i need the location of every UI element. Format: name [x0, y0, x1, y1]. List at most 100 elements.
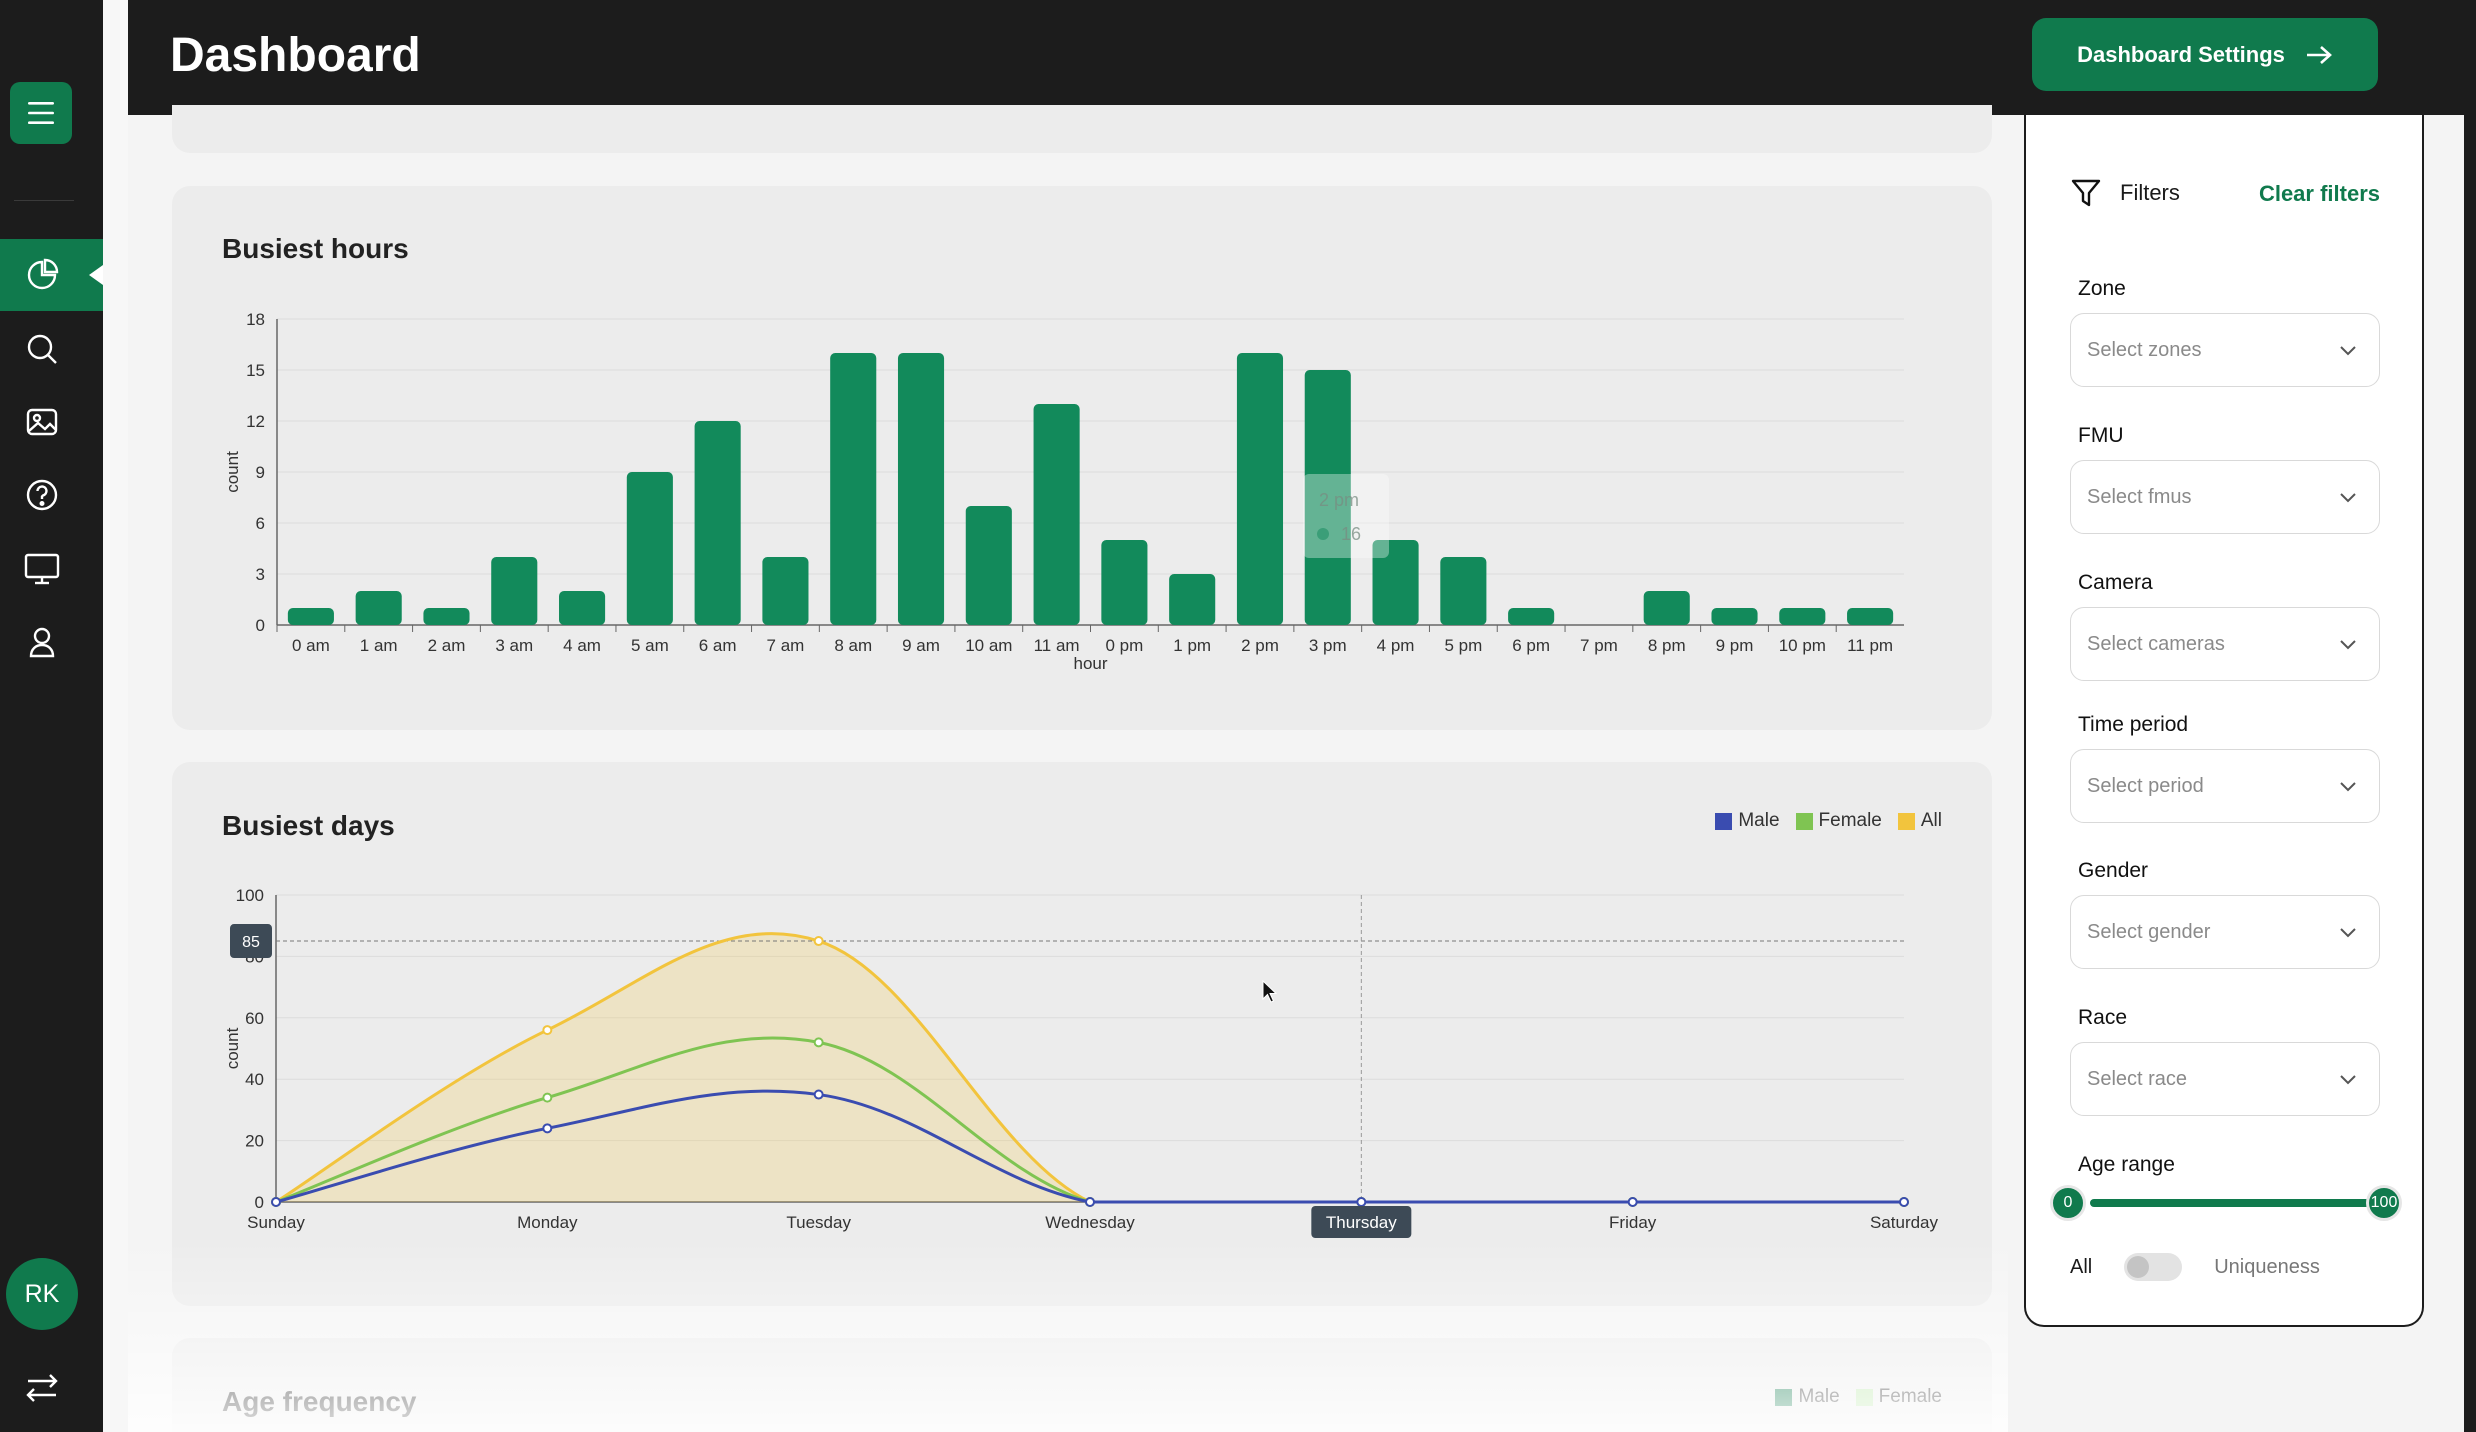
x-tick-label: 9 am [902, 636, 940, 655]
crosshair-x-badge [1311, 1206, 1412, 1238]
crosshair-y-label: 85 [242, 934, 260, 951]
race-label: Race [2078, 1006, 2128, 1029]
bar [1372, 540, 1419, 625]
time-period-placeholder: Select period [2087, 774, 2204, 797]
x-tick-label: 2 am [428, 636, 466, 655]
busiest-days-title: Busiest days [222, 810, 395, 841]
y-tick-label: 0 [255, 1193, 264, 1212]
tooltip-value: 16 [1341, 524, 1361, 544]
sidebar-divider [14, 200, 74, 201]
legend-female[interactable]: Female [1795, 810, 1882, 832]
zone-placeholder: Select zones [2087, 338, 2202, 361]
age-legend-swatch-female [1855, 1388, 1873, 1406]
age-range-max-handle[interactable]: 100 [2366, 1185, 2402, 1221]
zone-label: Zone [2078, 277, 2126, 300]
age-legend-male[interactable]: Male [1775, 1386, 1840, 1408]
sidebar-gap [103, 0, 128, 1432]
age-range-min-handle[interactable]: 0 [2050, 1185, 2086, 1221]
mouse-cursor-icon [1262, 980, 1278, 1003]
filters-header: Filters [2070, 177, 2180, 209]
bar [1508, 608, 1555, 625]
age-range-track[interactable] [2090, 1199, 2382, 1207]
x-tick-label: 8 am [834, 636, 872, 655]
page-title: Dashboard [170, 29, 421, 82]
legend-label-male: Male [1738, 810, 1780, 831]
data-point-all [542, 1025, 553, 1036]
bar [694, 421, 741, 625]
x-tick-label: Wednesday [1045, 1213, 1135, 1232]
y-tick-label: 0 [256, 616, 265, 635]
sidebar-item-monitor[interactable] [0, 533, 103, 605]
y-tick-label: 20 [245, 1132, 264, 1151]
x-tick-label: Friday [1609, 1213, 1657, 1232]
busiest-hours-card: Busiest hours 0 3 6 9 12 15 18 count 0 am 1 am 2 a… [172, 186, 1992, 730]
bar [1440, 557, 1487, 625]
x-tick-label: 0 am [292, 636, 330, 655]
chevron-down-icon [2340, 781, 2356, 791]
sidebar-item-search[interactable] [0, 313, 103, 385]
busiest-hours-chart: 0 3 6 9 12 15 18 count 0 am 1 am 2 am 3 am 4 am 5 am 6… [223, 310, 1904, 673]
x-tick-label: 5 am [631, 636, 669, 655]
sidebar-item-profile[interactable] [0, 606, 103, 678]
bar [762, 557, 809, 625]
uniqueness-toggle-row: All Uniqueness [2070, 1253, 2320, 1281]
x-tick-label: 0 pm [1105, 636, 1143, 655]
user-icon [29, 627, 54, 658]
swap-arrows-icon[interactable] [22, 1368, 62, 1408]
fmu-placeholder: Select fmus [2087, 485, 2192, 508]
legend-male[interactable]: Male [1715, 810, 1780, 832]
bar [965, 506, 1012, 625]
x-tick-label: 3 am [495, 636, 533, 655]
chevron-down-icon [2340, 492, 2356, 502]
age-legend-female[interactable]: Female [1855, 1386, 1942, 1408]
race-select[interactable]: Select race [2070, 1042, 2380, 1116]
pie-chart-icon [27, 258, 58, 290]
x-tick-label: Tuesday [786, 1213, 851, 1232]
x-tick-label: 5 pm [1444, 636, 1482, 655]
age-frequency-title: Age frequency [222, 1386, 417, 1417]
busiest-days-card: Busiest days Male Female All 02040608010… [172, 762, 1992, 1306]
age-legend-label-male: Male [1798, 1386, 1840, 1407]
x-tick-label: 7 pm [1580, 636, 1618, 655]
tooltip-label: 2 pm [1319, 490, 1359, 510]
x-tick-label: 3 pm [1309, 636, 1347, 655]
y-axis-label: count [223, 451, 242, 493]
sidebar-item-gallery[interactable] [0, 386, 103, 458]
time-period-select[interactable]: Select period [2070, 749, 2380, 823]
uniqueness-toggle[interactable] [2124, 1253, 2183, 1281]
bar [1101, 540, 1148, 625]
clear-filters-link[interactable]: Clear filters [2258, 181, 2380, 206]
age-range-label: Age range [2078, 1153, 2175, 1176]
toggle-all-label: All [2070, 1255, 2093, 1278]
x-tick-label: 4 pm [1377, 636, 1415, 655]
crosshair-x-label: Thursday [1326, 1213, 1397, 1232]
crosshair-y-badge [230, 924, 272, 959]
zone-select[interactable]: Select zones [2070, 313, 2380, 387]
data-point-male [271, 1197, 281, 1207]
search-icon [27, 334, 57, 364]
busiest-days-chart: 020406080100countSundayMondayTuesdayWedn… [223, 886, 1939, 1238]
avatar[interactable]: RK [6, 1258, 78, 1330]
chevron-down-icon [2340, 927, 2356, 937]
gender-select[interactable]: Select gender [2070, 895, 2380, 969]
legend-all[interactable]: All [1897, 810, 1942, 832]
y-tick-label: 60 [245, 1009, 264, 1028]
bar [1711, 608, 1758, 625]
monitor-icon [24, 553, 59, 585]
data-point-male [1085, 1197, 1095, 1207]
bar [1033, 404, 1080, 625]
toggle-uniqueness-label: Uniqueness [2214, 1255, 2320, 1278]
menu-button[interactable] [10, 82, 72, 144]
busiest-days-legend: Male Female All [1715, 810, 1942, 832]
chevron-down-icon [2340, 639, 2356, 649]
bar [1304, 370, 1351, 625]
arrow-right-icon [2306, 45, 2332, 64]
sidebar-item-help[interactable] [0, 459, 103, 531]
x-tick-label: Saturday [1870, 1213, 1939, 1232]
camera-select[interactable]: Select cameras [2070, 607, 2380, 681]
fmu-select[interactable]: Select fmus [2070, 460, 2380, 534]
dashboard-settings-button[interactable]: Dashboard Settings [2032, 18, 2378, 91]
sidebar-item-analytics[interactable] [0, 239, 103, 311]
age-frequency-legend: Male Female [1775, 1386, 1942, 1408]
camera-label: Camera [2078, 571, 2153, 594]
